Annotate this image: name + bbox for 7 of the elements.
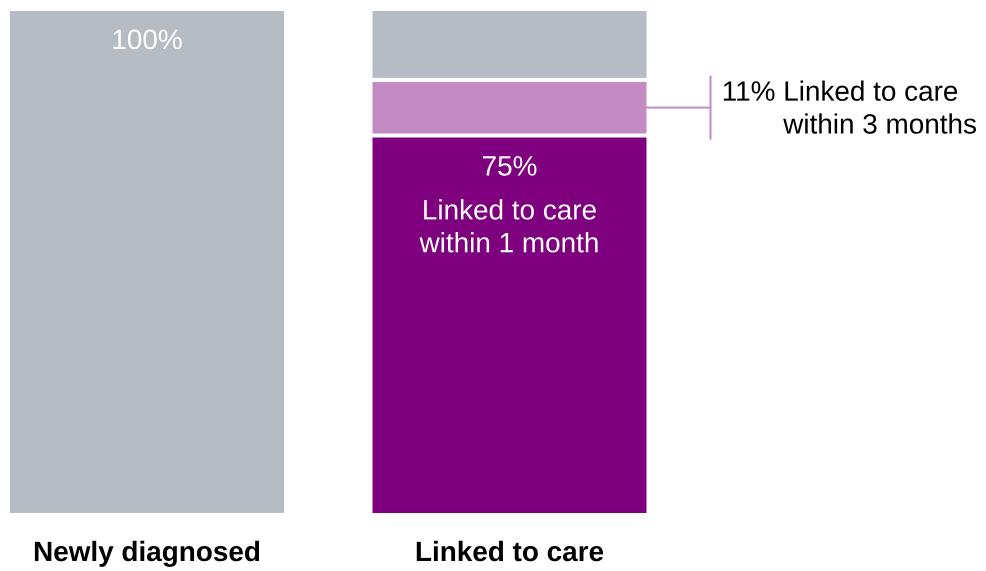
data-label: 75% [483, 156, 536, 176]
series-label: Linked to care within 1 month [420, 199, 598, 253]
text: Linked to care within 3 months [783, 80, 976, 134]
x-tick-label: Linked to care [416, 540, 604, 562]
data-label: 11% [724, 81, 774, 101]
x-tick-label: Newly diagnosed [34, 540, 260, 567]
data-label: 100% [113, 30, 182, 50]
